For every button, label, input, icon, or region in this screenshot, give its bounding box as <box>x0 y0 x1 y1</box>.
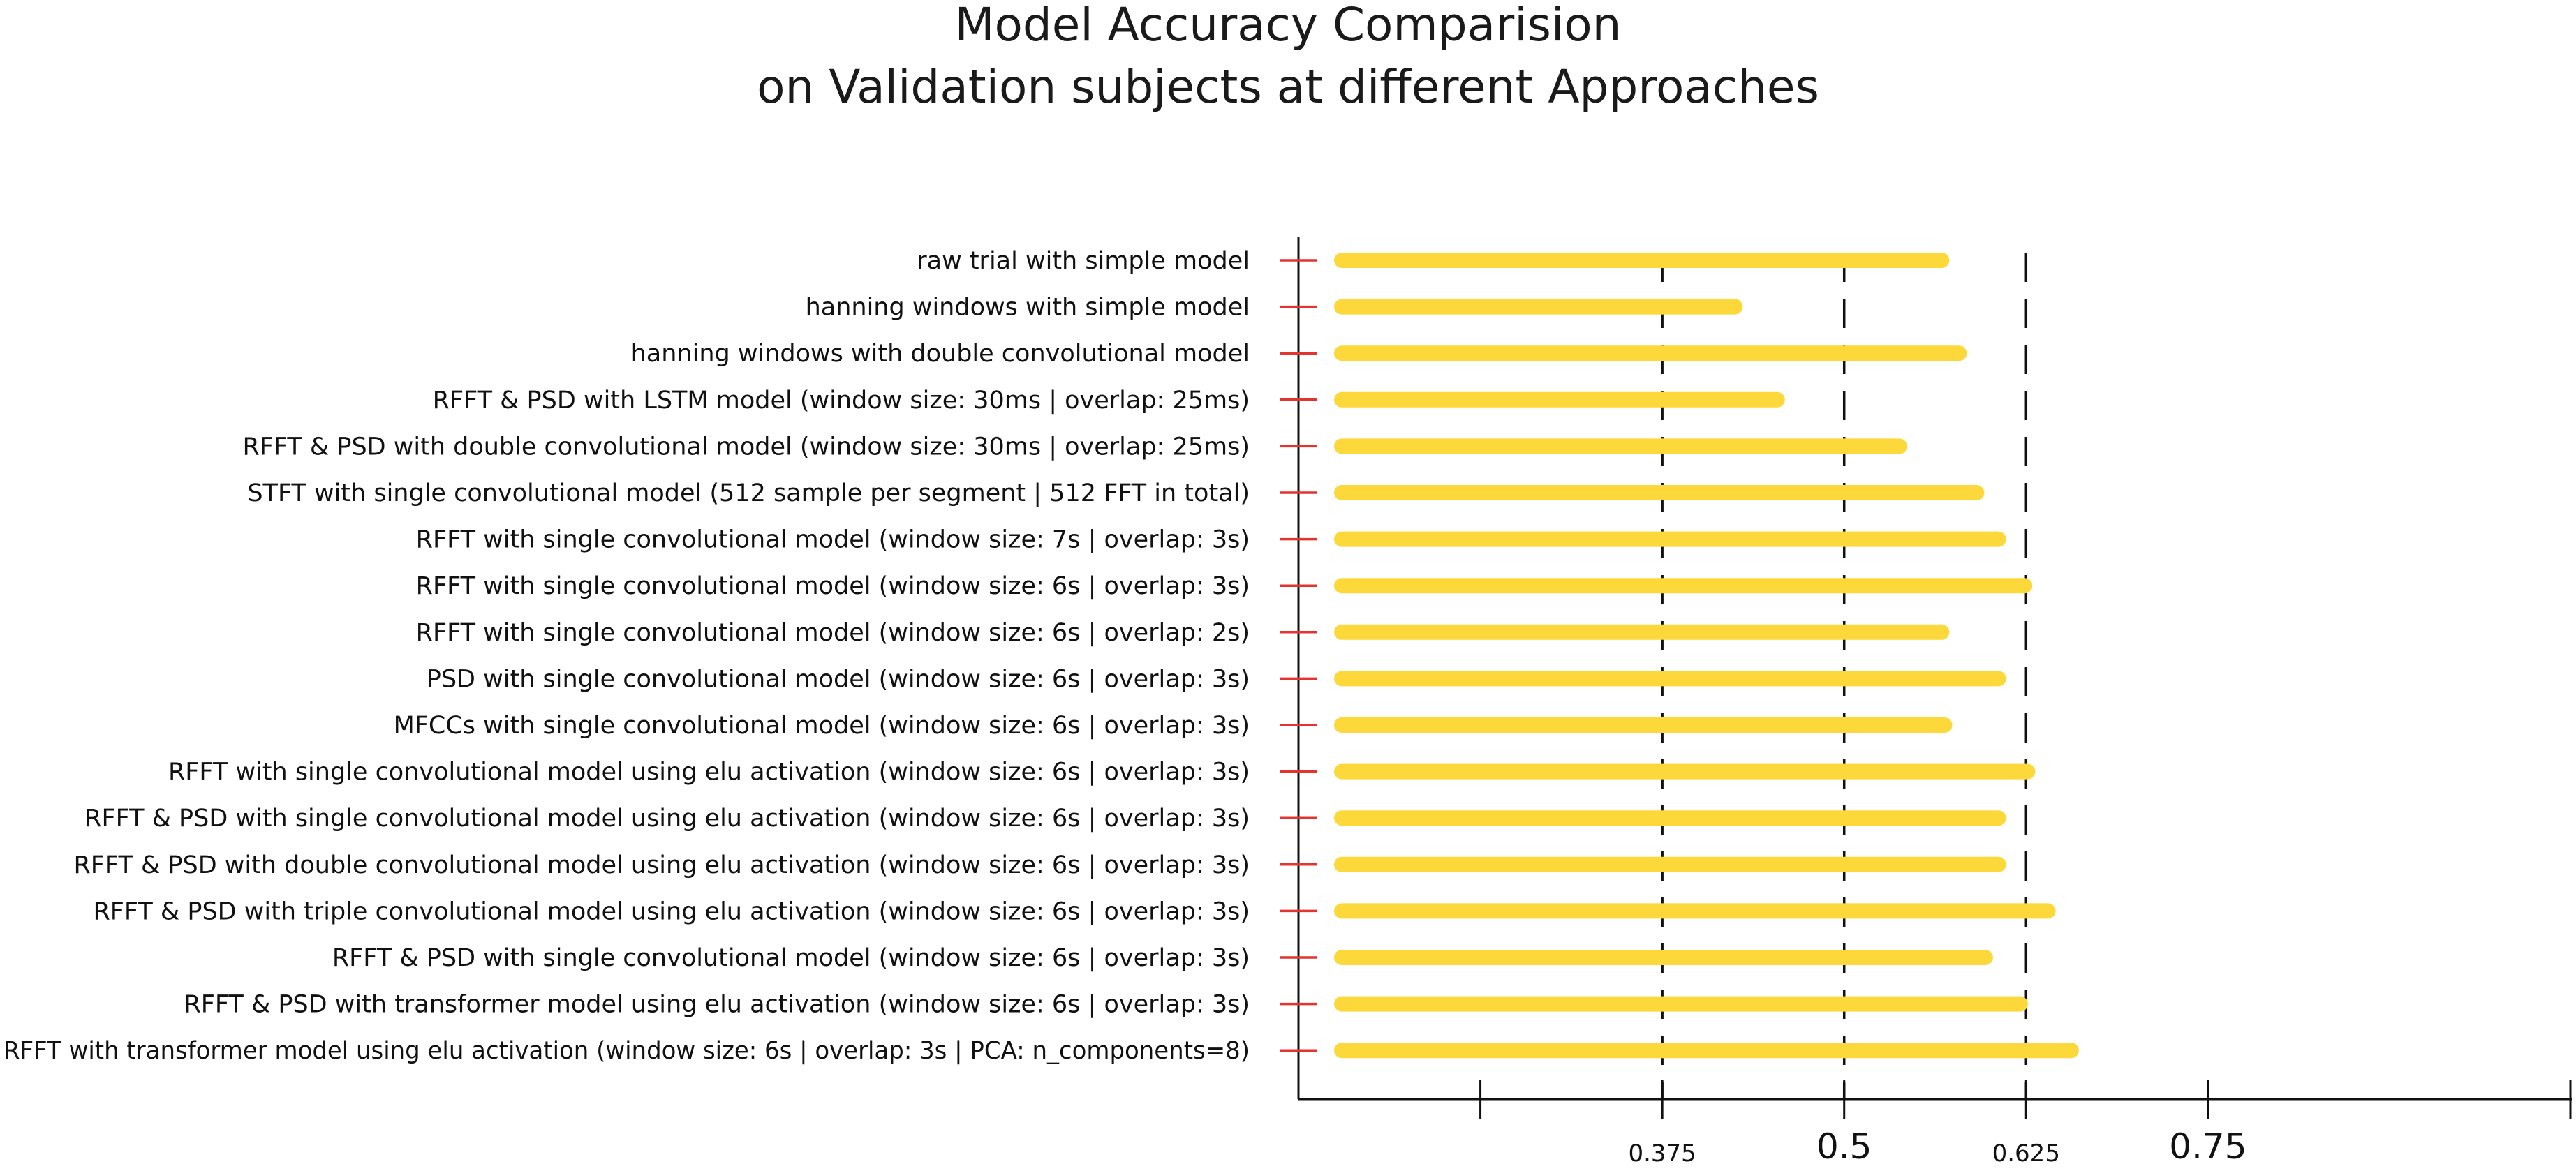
category-label: RFFT & PSD with LSTM model (window size:… <box>433 387 1250 415</box>
category-labels: raw trial with simple model hanning windo… <box>3 247 1250 1065</box>
category-label: hanning windows with double convolutiona… <box>631 340 1250 368</box>
category-label: RFFT & PSD with double convolutional mod… <box>242 433 1250 461</box>
category-label: raw trial with simple model <box>917 247 1250 275</box>
category-label: RFFT & PSD with transformer model using … <box>184 991 1250 1019</box>
category-label: hanning windows with simple model <box>806 294 1250 322</box>
chart-title-line-1: Model Accuracy Comparision <box>955 0 1622 52</box>
x-axis-ticks: 0.375 0.5 0.625 0.75 <box>1479 1080 2572 1168</box>
category-label: RFFT with single convolutional model (wi… <box>416 526 1250 554</box>
category-label: RFFT & PSD with double convolutional mod… <box>73 851 1250 879</box>
category-label: RFFT with single convolutional model (wi… <box>416 572 1250 600</box>
x-tick-label: 0.625 <box>1992 1140 2060 1168</box>
category-label: RFFT with single convolutional model usi… <box>168 759 1250 786</box>
y-axis-ticks <box>1280 259 1317 1052</box>
category-label: MFCCs with single convolutional model (w… <box>394 712 1250 740</box>
category-label: RFFT & PSD with single convolutional mod… <box>84 805 1250 833</box>
chart-title: Model Accuracy Comparision on Validation… <box>757 0 1819 114</box>
category-label: STFT with single convolutional model (51… <box>247 479 1250 507</box>
category-label: RFFT with single convolutional model (wi… <box>416 619 1250 647</box>
axes <box>1297 237 2572 1101</box>
bars <box>1334 253 2079 1059</box>
chart-title-line-2: on Validation subjects at different Appr… <box>757 60 1819 114</box>
category-label: PSD with single convolutional model (win… <box>427 665 1250 693</box>
category-label: RFFT & PSD with single convolutional mod… <box>332 944 1250 972</box>
category-label: RFFT & PSD with triple convolutional mod… <box>93 897 1250 925</box>
x-tick-label: 0.75 <box>2169 1126 2246 1167</box>
category-label: RFFT with transformer model using elu ac… <box>3 1037 1250 1065</box>
x-tick-label: 0.375 <box>1628 1140 1696 1168</box>
x-tick-label: 0.5 <box>1816 1126 1872 1167</box>
